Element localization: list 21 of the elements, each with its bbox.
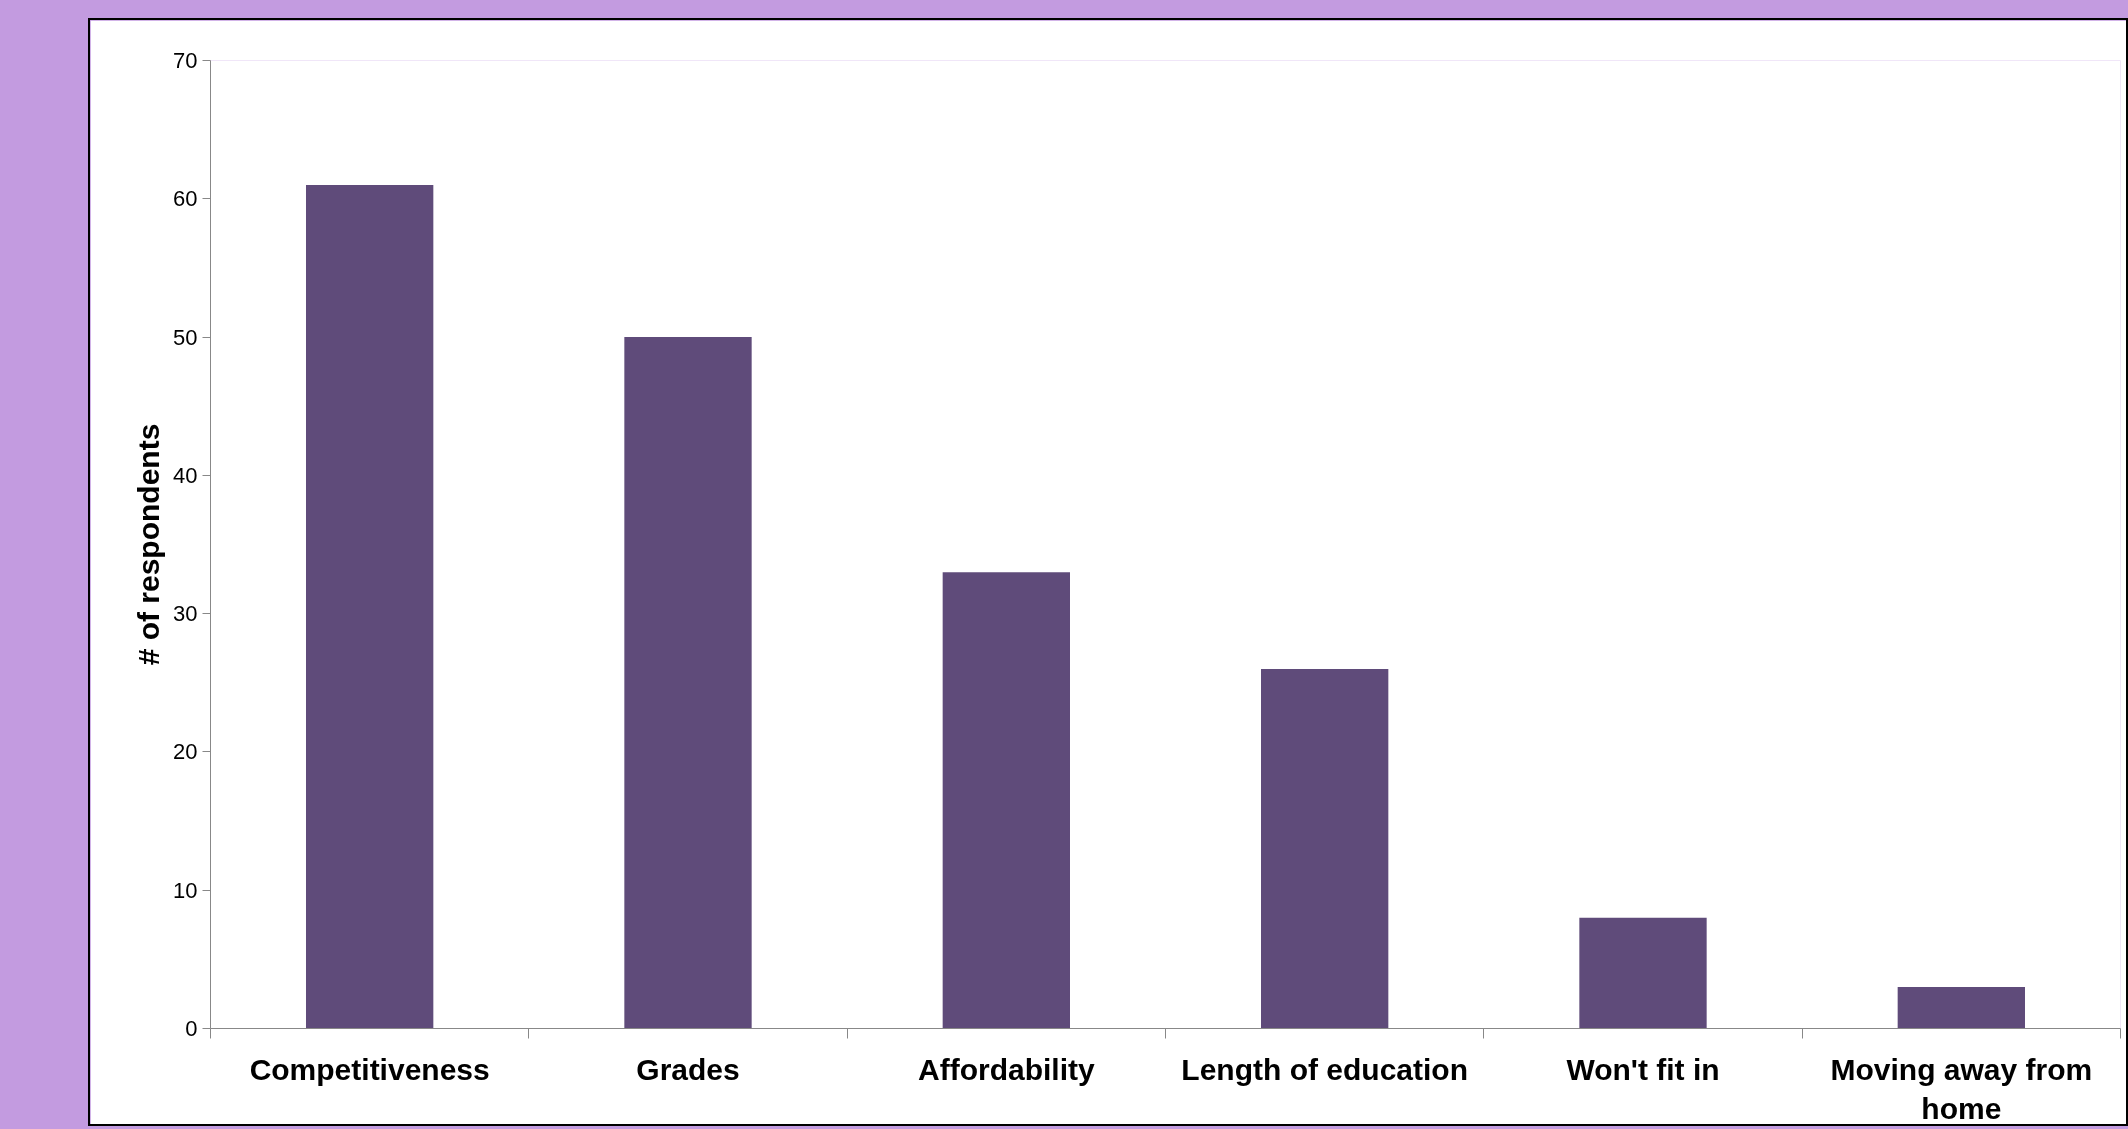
x-tick-label: Won't fit in [1566,1052,1720,1086]
x-tick-label: Length of education [1181,1052,1468,1086]
y-tick-label: 60 [173,186,198,212]
bar [624,337,752,1029]
x-tick-label: Competitiveness [249,1052,490,1086]
x-tick-label: Affordability [918,1052,1095,1086]
y-tick-label: 40 [173,462,198,488]
bar [1261,668,1389,1029]
bar [942,572,1070,1029]
y-tick-label: 50 [173,324,198,350]
x-tick-label: Grades [636,1052,740,1086]
y-tick-label: 10 [173,877,198,903]
bar [1897,987,2025,1029]
y-tick-label: 70 [173,48,198,73]
y-axis-title: # of respondents [132,423,166,666]
y-tick-label: 30 [173,601,198,627]
bar [306,184,434,1029]
bar [1579,917,1707,1029]
y-tick-label: 20 [173,739,198,765]
x-tick-label: Moving away from home [1830,1052,2093,1126]
y-tick-label: 0 [185,1016,198,1041]
